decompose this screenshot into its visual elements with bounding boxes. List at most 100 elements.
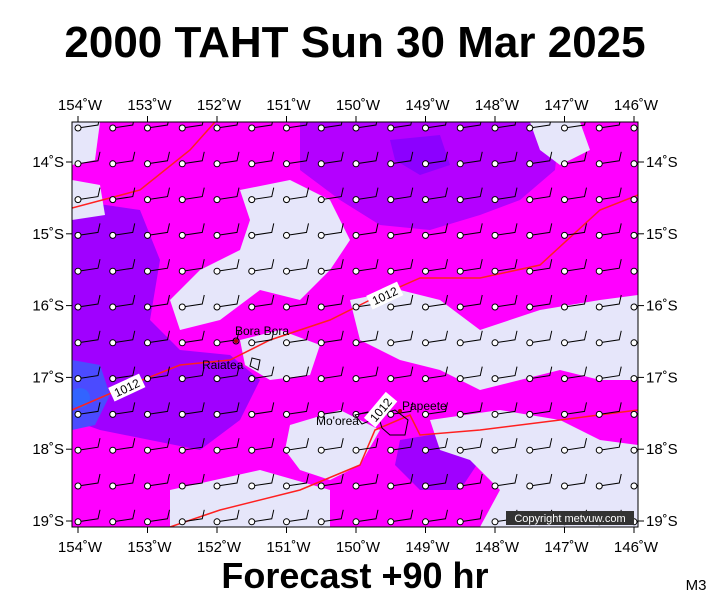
wind-barb [564, 438, 587, 451]
lat-label: 14˚S [646, 154, 678, 171]
wind-barb [147, 509, 170, 523]
wind-barb [321, 223, 344, 236]
station [144, 196, 151, 204]
lon-label: 151˚W [266, 97, 311, 114]
station [422, 518, 429, 526]
station [74, 482, 82, 490]
wind-barb [494, 223, 518, 236]
station [178, 375, 186, 383]
model-label: M3 [686, 577, 707, 594]
map-field [72, 122, 638, 527]
wind-barb [390, 223, 414, 236]
wind-barb [112, 473, 136, 487]
wind-barb [112, 330, 136, 344]
wind-barb [182, 151, 205, 165]
wind-barb [251, 473, 275, 487]
station [352, 160, 360, 168]
station [317, 482, 325, 490]
wind-barb [216, 223, 240, 236]
wind-barb [77, 438, 101, 451]
wind-barb [286, 509, 309, 523]
wind-barb [77, 330, 101, 344]
wind-barb [77, 509, 101, 523]
wind-barb [529, 151, 553, 165]
wind-barb [251, 509, 275, 523]
station [248, 124, 256, 132]
wind-barb [529, 438, 553, 451]
wind-barb [564, 402, 587, 415]
lon-label: 152˚W [197, 97, 242, 114]
station [422, 231, 429, 239]
wind-barb [286, 122, 308, 129]
wind-barb [182, 438, 205, 451]
wind-barb [112, 151, 136, 165]
wind-barb [494, 259, 518, 272]
station [317, 446, 325, 454]
wind-barb [216, 473, 240, 487]
wind-barb [251, 259, 275, 272]
wind-barb [182, 122, 204, 129]
wind-barb [321, 402, 344, 415]
wind-barb [147, 438, 170, 451]
station [630, 303, 638, 311]
lat-label: 15˚S [32, 226, 64, 243]
station [317, 231, 325, 239]
station [178, 410, 186, 418]
wind-barb [355, 330, 379, 344]
station [74, 375, 82, 383]
station [595, 160, 603, 168]
station [422, 196, 429, 204]
lon-label: 146˚W [614, 539, 659, 556]
station [109, 196, 117, 204]
station [387, 482, 395, 490]
station [317, 339, 325, 347]
title: 2000 TAHT Sun 30 Mar 2025 [64, 18, 645, 67]
wind-barb [77, 366, 101, 380]
station [456, 267, 464, 275]
station [317, 160, 325, 168]
lon-label: 149˚W [405, 97, 450, 114]
wind-barb [182, 509, 205, 523]
station [456, 482, 464, 490]
wind-barb [286, 402, 309, 415]
lat-label: 17˚S [32, 369, 64, 386]
station [595, 482, 603, 490]
station [283, 518, 290, 526]
wind-barb [182, 187, 205, 201]
station [456, 410, 464, 418]
station [491, 196, 499, 204]
station [144, 482, 151, 490]
calm-area [72, 122, 100, 165]
station [491, 446, 499, 454]
station [109, 446, 117, 454]
station [630, 410, 638, 418]
station [109, 124, 117, 132]
lon-label: 154˚W [58, 539, 103, 556]
isobar [72, 122, 638, 527]
station [630, 446, 638, 454]
wind-barb [564, 122, 586, 129]
station [248, 196, 256, 204]
wind-barb [321, 330, 344, 344]
wind-barb [321, 187, 344, 201]
wind-barb [529, 187, 553, 201]
wind-barb [564, 259, 587, 272]
wind-barb [77, 402, 101, 415]
wind-barb [112, 259, 136, 272]
station [526, 339, 534, 347]
wind-barb [494, 294, 518, 308]
place-label: Papeete [402, 399, 447, 413]
station [630, 339, 638, 347]
station [630, 267, 638, 275]
wind-barb [251, 151, 275, 165]
wind-barb [355, 438, 379, 451]
wind-barb [112, 122, 134, 129]
station [387, 518, 395, 526]
station [109, 375, 117, 383]
station [630, 196, 638, 204]
station [283, 375, 290, 383]
wind-barb [147, 187, 170, 201]
wind-shading [390, 135, 450, 175]
station [317, 410, 325, 418]
wind-barb [321, 438, 344, 451]
